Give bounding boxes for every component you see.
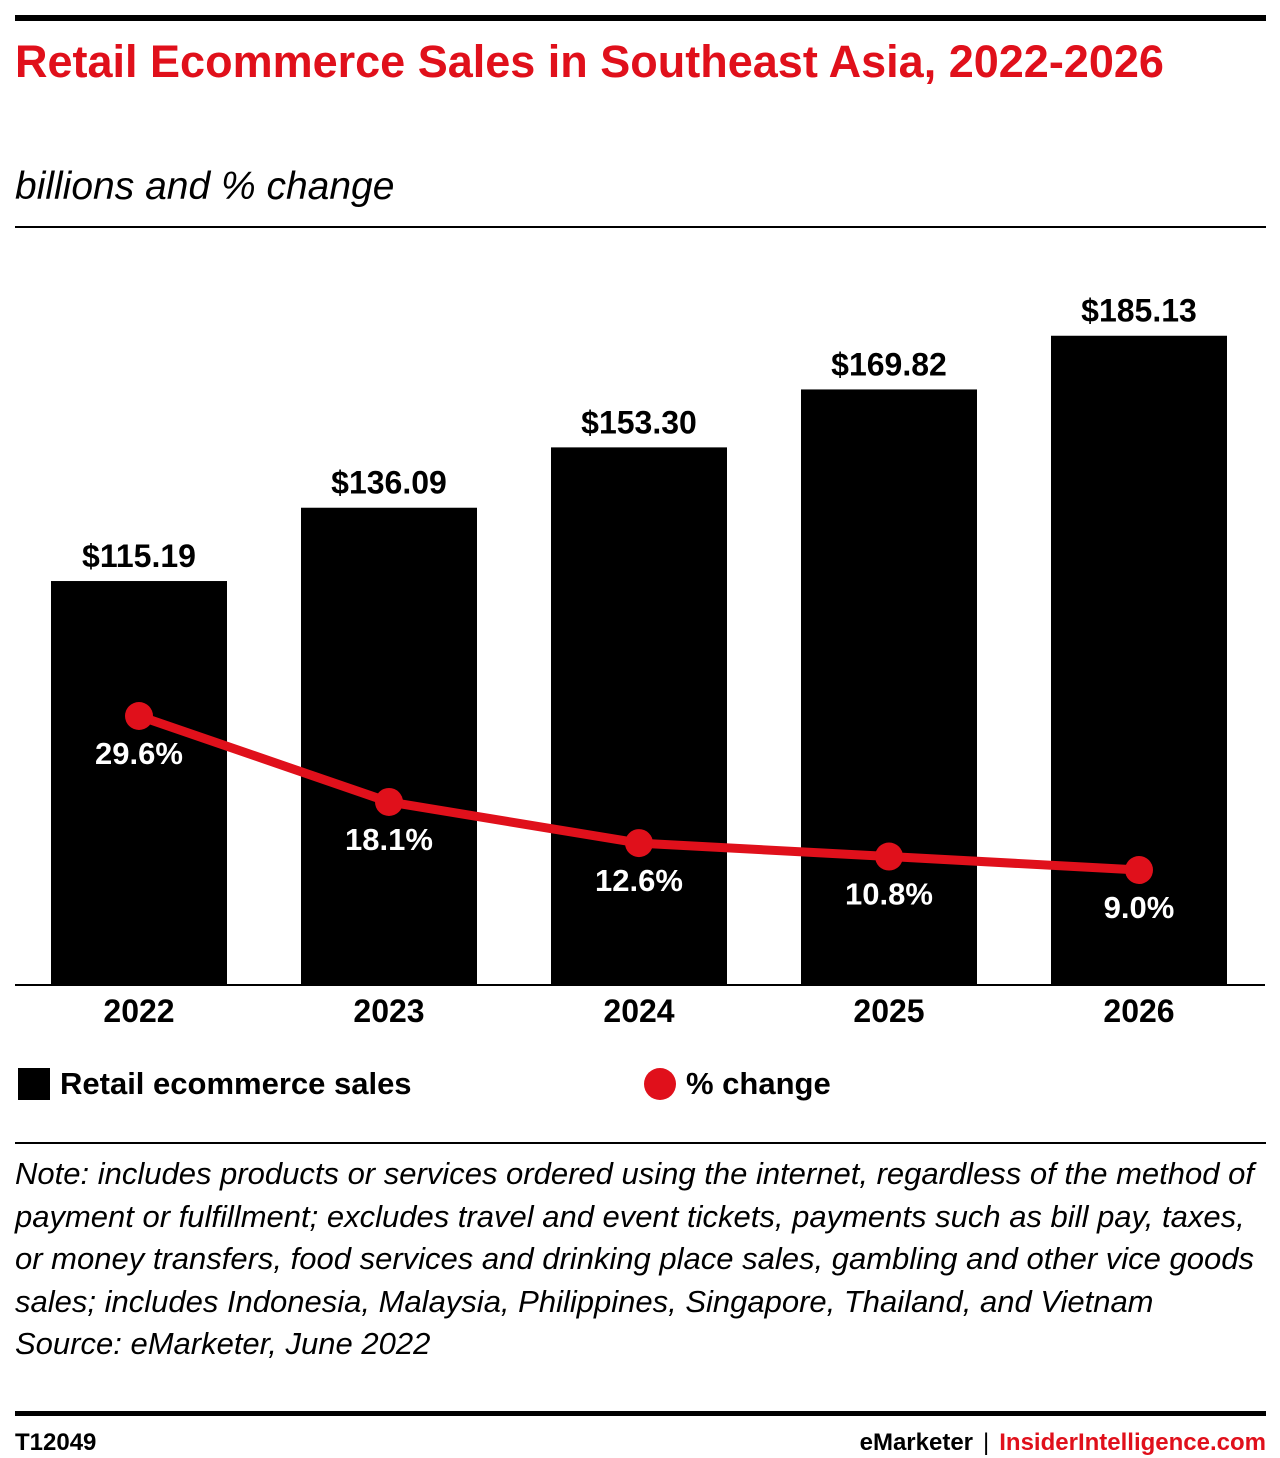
pct-point-2025 xyxy=(875,842,903,871)
chart-area: $115.19 2022 $136.09 2023 $153.30 2024 $169.82… xyxy=(15,293,1265,1029)
top-rule xyxy=(15,15,1266,21)
legend-dot-icon xyxy=(644,1068,676,1100)
bar-2023 xyxy=(301,507,477,985)
pct-point-2024 xyxy=(625,829,653,858)
x-tick-label-2022: 2022 xyxy=(103,993,174,1029)
pct-label-2022: 29.6% xyxy=(95,736,183,771)
footer-brand: eMarketer | InsiderIntelligence.com xyxy=(860,1428,1266,1458)
x-tick-label-2025: 2025 xyxy=(853,993,924,1029)
brand-insider-intelligence: InsiderIntelligence.com xyxy=(999,1429,1266,1456)
x-tick-label-2023: 2023 xyxy=(353,993,424,1029)
legend-label-change: % change xyxy=(686,1066,831,1101)
bottom-rule xyxy=(15,1411,1266,1416)
bar-value-label-2022: $115.19 xyxy=(82,538,196,574)
subtitle-rule xyxy=(15,226,1266,228)
x-tick-label-2024: 2024 xyxy=(603,993,674,1029)
brand-emarketer: eMarketer xyxy=(859,1429,974,1456)
bar-value-label-2026: $185.13 xyxy=(1081,293,1197,329)
note-block: Note: includes products or services orde… xyxy=(15,1153,1270,1366)
chart-title: Retail Ecommerce Sales in Southeast Asia… xyxy=(15,36,1164,87)
pct-point-2026 xyxy=(1125,856,1153,884)
pct-label-2025: 10.8% xyxy=(845,877,933,912)
pct-label-2024: 12.6% xyxy=(595,863,683,898)
bar-2025 xyxy=(801,389,977,985)
bar-value-label-2024: $153.30 xyxy=(581,404,697,440)
pct-point-2022 xyxy=(125,702,153,730)
bar-value-label-2025: $169.82 xyxy=(831,346,947,382)
pct-point-2023 xyxy=(375,787,403,816)
brand-separator: | xyxy=(983,1429,990,1456)
legend-label-sales: Retail ecommerce sales xyxy=(60,1066,412,1101)
chart-id: T12049 xyxy=(15,1429,97,1456)
bar-value-label-2023: $136.09 xyxy=(331,465,447,501)
x-tick-label-2026: 2026 xyxy=(1103,993,1174,1029)
pct-label-2026: 9.0% xyxy=(1104,890,1175,925)
line-layer xyxy=(125,702,1153,884)
bar-2026 xyxy=(1051,335,1227,985)
note-text: Note: includes products or services orde… xyxy=(15,1156,1254,1319)
labels-layer: $115.19 2022 $136.09 2023 $153.30 2024 $169.82… xyxy=(82,293,1197,1029)
legend-rule xyxy=(15,1142,1266,1144)
bar-2024 xyxy=(551,447,727,985)
chart-subtitle: billions and % change xyxy=(15,165,395,208)
legend-item-change: % change xyxy=(644,1064,831,1104)
bar-2022 xyxy=(51,581,227,985)
source-text: Source: eMarketer, June 2022 xyxy=(15,1326,431,1361)
pct-label-2023: 18.1% xyxy=(345,822,433,857)
legend-item-sales: Retail ecommerce sales xyxy=(18,1064,412,1104)
legend-square-icon xyxy=(18,1068,50,1100)
